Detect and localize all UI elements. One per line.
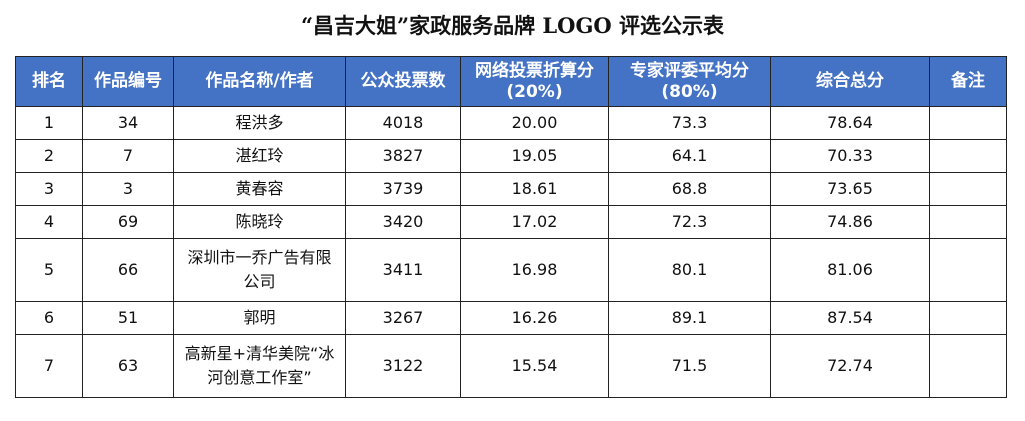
table-cell: 深圳市一乔广告有限公司: [173, 238, 346, 302]
column-header: 网络投票折算分(20%): [460, 56, 609, 107]
table-cell: 3267: [345, 301, 461, 335]
column-header: 作品编号: [82, 56, 174, 107]
table-cell: 72.74: [770, 334, 930, 398]
table-cell: [929, 238, 1007, 302]
table-cell: 89.1: [608, 301, 771, 335]
table-cell: 5: [15, 238, 83, 302]
table-cell: 16.26: [460, 301, 609, 335]
table-cell: 81.06: [770, 238, 930, 302]
column-header: 综合总分: [770, 56, 930, 107]
score-table: 排名 作品编号 作品名称/作者 公众投票数 网络投票折算分(20%) 专家评委平均分(80…: [15, 56, 1007, 398]
table-cell: 87.54: [770, 301, 930, 335]
table-cell: 3739: [345, 172, 461, 206]
table-cell: 7: [82, 139, 174, 173]
column-header: 专家评委平均分(80%): [608, 56, 771, 107]
table-cell: 1: [15, 106, 83, 140]
column-header: 排名: [15, 56, 83, 107]
table-row: 4 69 陈晓玲 3420 17.02 72.3 74.86: [15, 205, 1007, 239]
table-row: 1 34 程洪多 4018 20.00 73.3 78.64: [15, 106, 1007, 140]
table-cell: [929, 172, 1007, 206]
table-cell: 68.8: [608, 172, 771, 206]
table-row: 2 7 湛红玲 3827 19.05 64.1 70.33: [15, 139, 1007, 173]
table-cell: 71.5: [608, 334, 771, 398]
table-cell: 64.1: [608, 139, 771, 173]
table-cell: 黄春容: [173, 172, 346, 206]
table-cell: 70.33: [770, 139, 930, 173]
table-cell: 34: [82, 106, 174, 140]
table-cell: 69: [82, 205, 174, 239]
table-cell: 陈晓玲: [173, 205, 346, 239]
table-cell: [929, 106, 1007, 140]
table-cell: 郭明: [173, 301, 346, 335]
table-cell: 3420: [345, 205, 461, 239]
table-cell: 17.02: [460, 205, 609, 239]
table-cell: 6: [15, 301, 83, 335]
table-cell: 18.61: [460, 172, 609, 206]
table-cell: [929, 301, 1007, 335]
table-cell: 7: [15, 334, 83, 398]
table-cell: 73.65: [770, 172, 930, 206]
table-cell: 3827: [345, 139, 461, 173]
table-cell: 19.05: [460, 139, 609, 173]
table-cell: 15.54: [460, 334, 609, 398]
table-cell: [929, 205, 1007, 239]
table-row: 5 66 深圳市一乔广告有限公司 3411 16.98 80.1 81.06: [15, 238, 1007, 302]
table-cell: 16.98: [460, 238, 609, 302]
table-cell: 20.00: [460, 106, 609, 140]
column-header: 公众投票数: [345, 56, 461, 107]
table-cell: 湛红玲: [173, 139, 346, 173]
table-cell: 3: [82, 172, 174, 206]
table-cell: 程洪多: [173, 106, 346, 140]
table-cell: 4018: [345, 106, 461, 140]
header-row: 排名 作品编号 作品名称/作者 公众投票数 网络投票折算分(20%) 专家评委平均分(80…: [15, 56, 1007, 107]
table-row: 7 63 高新星+清华美院“冰河创意工作室” 3122 15.54 71.5 72.74: [15, 334, 1007, 398]
table-cell: 66: [82, 238, 174, 302]
column-header: 作品名称/作者: [173, 56, 346, 107]
table-row: 3 3 黄春容 3739 18.61 68.8 73.65: [15, 172, 1007, 206]
table-cell: 51: [82, 301, 174, 335]
table-cell: 4: [15, 205, 83, 239]
table-cell: 3122: [345, 334, 461, 398]
table-row: 6 51 郭明 3267 16.26 89.1 87.54: [15, 301, 1007, 335]
table-cell: [929, 334, 1007, 398]
table-cell: [929, 139, 1007, 173]
column-header: 备注: [929, 56, 1007, 107]
table-cell: 80.1: [608, 238, 771, 302]
table-cell: 3411: [345, 238, 461, 302]
table-cell: 78.64: [770, 106, 930, 140]
table-body: 1 34 程洪多 4018 20.00 73.3 78.64 2 7 湛红玲 3827 19.05 64…: [15, 106, 1007, 398]
table-cell: 2: [15, 139, 83, 173]
title: “昌吉大姐”家政服务品牌 LOGO 评选公示表: [300, 13, 725, 38]
table-cell: 高新星+清华美院“冰河创意工作室”: [173, 334, 346, 398]
table-cell: 3: [15, 172, 83, 206]
table-cell: 63: [82, 334, 174, 398]
table-cell: 73.3: [608, 106, 771, 140]
table-cell: 74.86: [770, 205, 930, 239]
table-cell: 72.3: [608, 205, 771, 239]
